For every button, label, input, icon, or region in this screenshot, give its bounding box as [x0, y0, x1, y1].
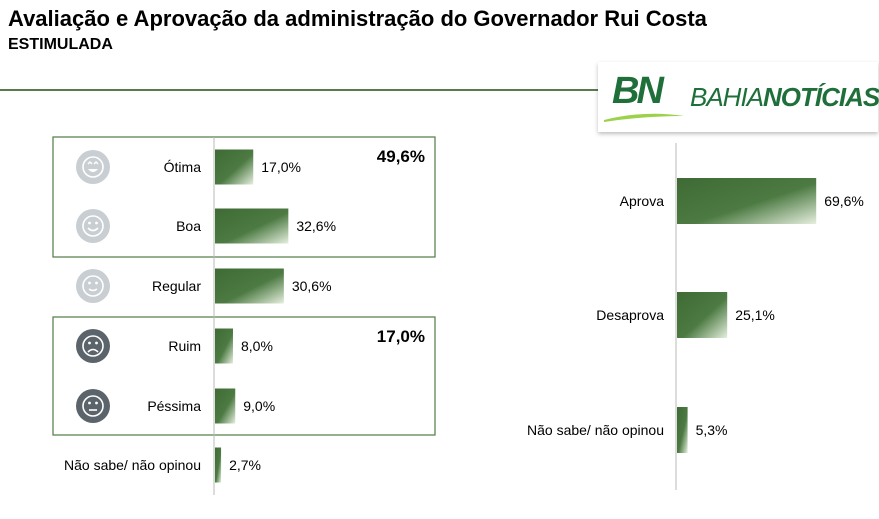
category-label-regular: Regular [152, 278, 201, 294]
approval-chart: Aprova 69,6% Desaprova 25,1% Não sabe/ não o… [527, 143, 864, 490]
category-label-desaprova: Desaprova [596, 307, 664, 323]
logo-text: BAHIANOTÍCIAS [690, 82, 879, 113]
value-label-otima: 17,0% [261, 159, 301, 175]
bar-pessima [215, 388, 236, 424]
value-label-regular: 30,6% [292, 278, 332, 294]
chart-subtitle: ESTIMULADA [8, 36, 113, 53]
grin-face-icon [76, 150, 110, 184]
category-label-nao-sabe-nao-opinou: Não sabe/ não opinou [64, 457, 201, 473]
group-frame [52, 136, 436, 258]
category-label-aprova: Aprova [620, 193, 665, 209]
category-label-boa: Boa [176, 218, 201, 234]
frown-face-icon [76, 329, 110, 363]
value-label-nao-sabe-nao-opinou: 5,3% [696, 422, 728, 438]
bar-ruim [215, 328, 233, 364]
logo-text-bold: NOTÍCIAS [763, 82, 879, 112]
value-label-boa: 32,6% [296, 218, 336, 234]
bar-boa [215, 208, 289, 244]
value-label-pessima: 9,0% [243, 398, 275, 414]
bar-desaprova [677, 292, 728, 338]
logo-text-regular: BAHIA [690, 82, 764, 112]
bar-otima [215, 149, 254, 185]
bar-nao-sabe-nao-opinou [215, 447, 222, 483]
bar-aprova [677, 178, 817, 224]
evaluation-chart: 49,6% 17,0% Ótima 17,0% Boa 32,6% Regular 30,6%… [52, 136, 436, 495]
category-label-ruim: Ruim [168, 338, 201, 354]
bar-nao-sabe-nao-opinou [677, 407, 688, 453]
smile-face-icon [76, 209, 110, 243]
logo-mark: BN [612, 70, 664, 112]
group-total-label: 17,0% [377, 327, 425, 346]
neutral-smile-face-icon [76, 269, 110, 303]
logo-swoosh-icon [604, 113, 684, 122]
chart-title: Avaliação e Aprovação da administração d… [8, 6, 707, 31]
group-frame [52, 316, 436, 436]
value-label-nao-sabe-nao-opinou: 2,7% [229, 457, 261, 473]
category-label-nao-sabe-nao-opinou: Não sabe/ não opinou [527, 422, 664, 438]
sad-face-icon [76, 389, 110, 423]
value-label-aprova: 69,6% [824, 193, 864, 209]
bar-regular [215, 268, 284, 304]
value-label-ruim: 8,0% [241, 338, 273, 354]
group-total-label: 49,6% [377, 147, 425, 166]
category-label-pessima: Péssima [147, 398, 201, 414]
category-label-otima: Ótima [164, 159, 202, 175]
header-divider [0, 89, 598, 91]
value-label-desaprova: 25,1% [735, 307, 775, 323]
bahia-noticias-logo: BN BAHIANOTÍCIAS [598, 62, 879, 132]
